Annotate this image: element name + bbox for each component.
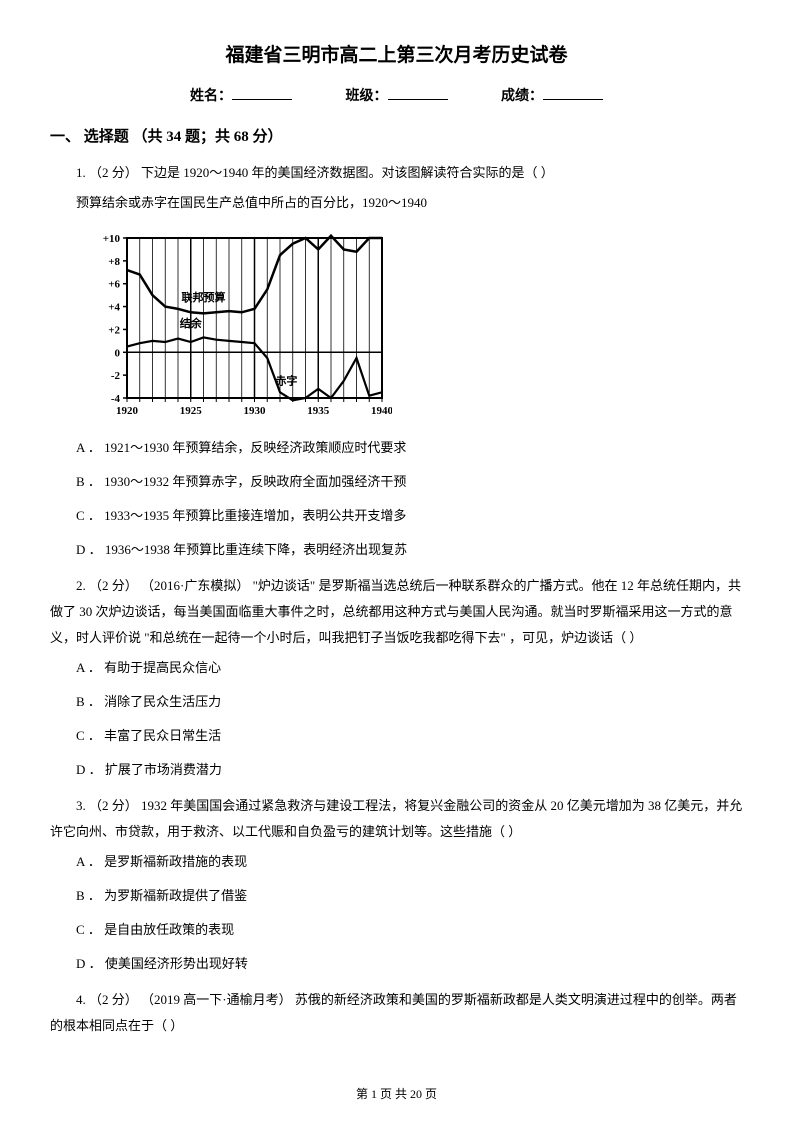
svg-text:赤字: 赤字 <box>275 373 297 387</box>
q1-option-a: A ． 1921～1930 年预算结余，反映经济政策顺应时代要求 <box>50 435 743 461</box>
q1-stem: 1. （2 分） 下边是 1920～1940 年的美国经济数据图。对该图解读符合… <box>50 160 743 186</box>
svg-text:1920: 1920 <box>116 405 139 417</box>
q1-option-b: B ． 1930～1932 年预算赤字，反映政府全面加强经济干预 <box>50 469 743 495</box>
q3-option-d: D ． 使美国经济形势出现好转 <box>50 951 743 977</box>
q2-option-a: A ． 有助于提高民众信心 <box>50 655 743 681</box>
question-3: 3. （2 分） 1932 年美国国会通过紧急救济与建设工程法，将复兴金融公司的… <box>50 793 743 977</box>
question-4: 4. （2 分） （2019 高一下·通榆月考） 苏俄的新经济政策和美国的罗斯福… <box>50 987 743 1039</box>
svg-text:+10: +10 <box>103 233 121 245</box>
q2-stem: 2. （2 分） （2016·广东模拟） "炉边谈话" 是罗斯福当选总统后一种联… <box>50 573 743 651</box>
q3-option-b: B ． 为罗斯福新政提供了借鉴 <box>50 883 743 909</box>
svg-text:1940: 1940 <box>371 405 392 417</box>
svg-text:+8: +8 <box>108 256 120 268</box>
q3-option-a: A ． 是罗斯福新政措施的表现 <box>50 849 743 875</box>
exam-title: 福建省三明市高二上第三次月考历史试卷 <box>50 40 743 67</box>
svg-text:+2: +2 <box>108 324 120 336</box>
svg-text:-4: -4 <box>111 393 121 405</box>
svg-text:1935: 1935 <box>307 405 330 417</box>
svg-text:联邦预算: 联邦预算 <box>182 290 226 304</box>
q1-subtitle: 预算结余或赤字在国民生产总值中所占的百分比，1920～1940 <box>50 190 743 216</box>
q4-stem: 4. （2 分） （2019 高一下·通榆月考） 苏俄的新经济政策和美国的罗斯福… <box>50 987 743 1039</box>
student-info-row: 姓名： 班级： 成绩： <box>50 85 743 105</box>
q1-option-c: C ． 1933～1935 年预算比重接连增加，表明公共开支增多 <box>50 503 743 529</box>
question-2: 2. （2 分） （2016·广东模拟） "炉边谈话" 是罗斯福当选总统后一种联… <box>50 573 743 783</box>
name-blank <box>232 99 292 100</box>
q3-option-c: C ． 是自由放任政策的表现 <box>50 917 743 943</box>
q2-option-d: D ． 扩展了市场消费潜力 <box>50 757 743 783</box>
q3-stem: 3. （2 分） 1932 年美国国会通过紧急救济与建设工程法，将复兴金融公司的… <box>50 793 743 845</box>
question-1: 1. （2 分） 下边是 1920～1940 年的美国经济数据图。对该图解读符合… <box>50 160 743 563</box>
svg-text:1930: 1930 <box>244 405 267 417</box>
class-label: 班级： <box>346 89 388 104</box>
section-header: 一、 选择题 （共 34 题；共 68 分） <box>50 125 743 146</box>
svg-text:+6: +6 <box>108 279 120 291</box>
q2-option-b: B ． 消除了民众生活压力 <box>50 689 743 715</box>
page-footer: 第 1 页 共 20 页 <box>0 1085 793 1102</box>
score-label: 成绩： <box>501 89 543 104</box>
q1-option-d: D ． 1936～1938 年预算比重连续下降，表明经济出现复苏 <box>50 537 743 563</box>
svg-text:1925: 1925 <box>180 405 203 417</box>
svg-text:结余: 结余 <box>179 316 203 330</box>
class-blank <box>388 99 448 100</box>
q2-option-c: C ． 丰富了民众日常生活 <box>50 723 743 749</box>
name-label: 姓名： <box>190 89 232 104</box>
score-blank <box>543 99 603 100</box>
budget-chart-svg: +10 +8 +6 +4 +2 0 -2 -41920 1925 1930 1935 1940 联邦预算… <box>92 228 392 423</box>
svg-text:+4: +4 <box>108 302 120 314</box>
svg-text:-2: -2 <box>111 370 121 382</box>
q1-chart: +10 +8 +6 +4 +2 0 -2 -41920 1925 1930 1935 1940 联邦预算… <box>92 228 392 423</box>
svg-text:0: 0 <box>115 347 121 359</box>
